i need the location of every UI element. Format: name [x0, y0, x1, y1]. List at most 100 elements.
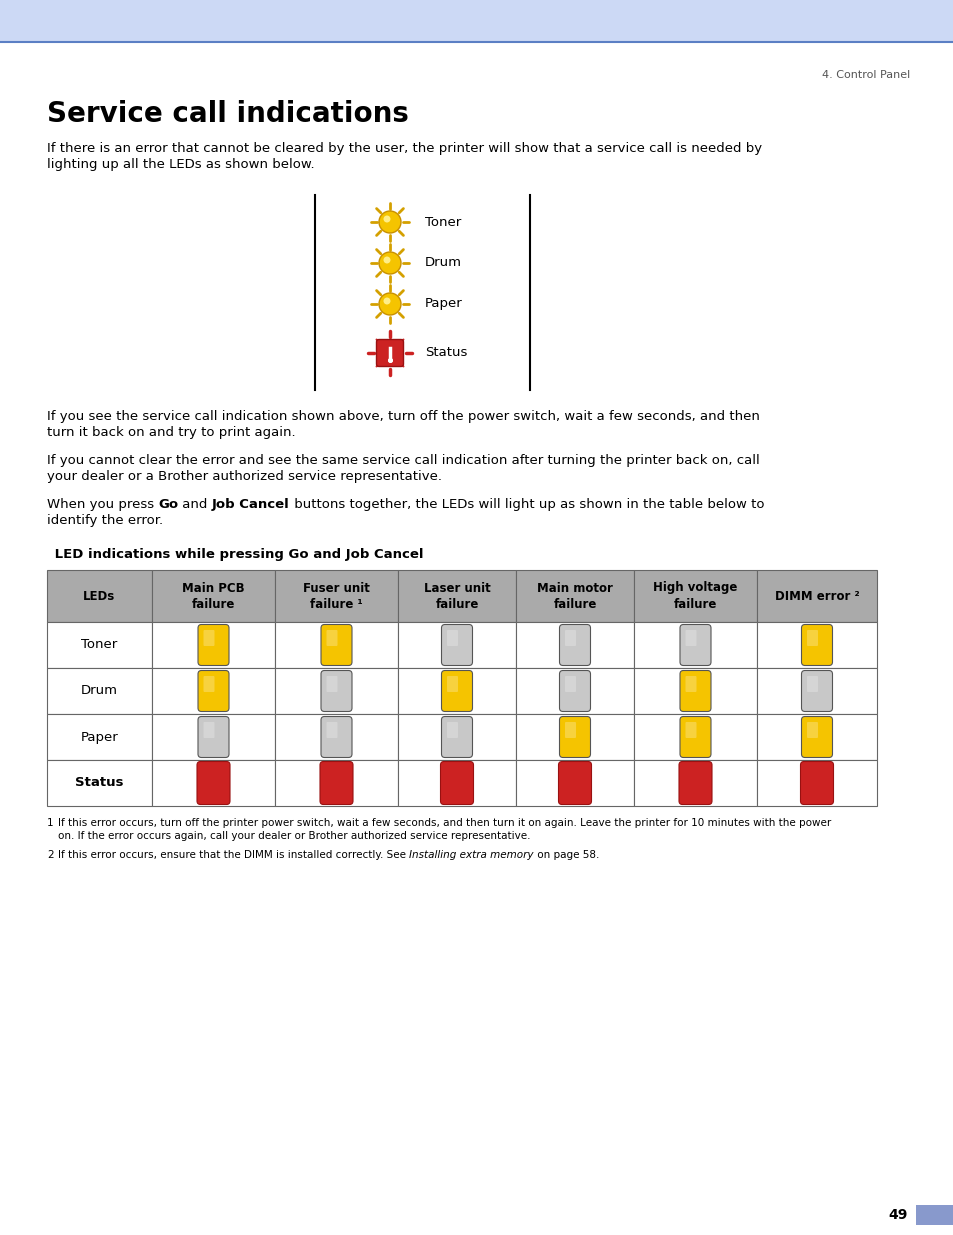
Bar [757, 714, 876, 760]
Text: Laser unit
failure: Laser unit failure [423, 582, 490, 610]
Bar [634, 760, 757, 806]
Text: turn it back on and try to print again.: turn it back on and try to print again. [47, 426, 295, 438]
FancyBboxPatch shape [447, 676, 457, 692]
Text: lighting up all the LEDs as shown below.: lighting up all the LEDs as shown below. [47, 158, 314, 170]
Text: buttons together, the LEDs will light up as shown in the table below to: buttons together, the LEDs will light up… [290, 498, 763, 511]
FancyBboxPatch shape [801, 716, 832, 757]
FancyBboxPatch shape [558, 762, 591, 804]
Text: If this error occurs, ensure that the DIMM is installed correctly. See: If this error occurs, ensure that the DI… [58, 850, 409, 860]
Bar [516, 760, 634, 806]
Text: Status: Status [75, 777, 124, 789]
FancyBboxPatch shape [203, 630, 214, 646]
FancyBboxPatch shape [441, 716, 472, 757]
Text: High voltage
failure: High voltage failure [653, 582, 737, 610]
FancyBboxPatch shape [326, 676, 337, 692]
Text: Drum: Drum [424, 257, 461, 269]
Bar [274, 622, 397, 668]
FancyBboxPatch shape [376, 340, 403, 367]
Circle shape [383, 298, 390, 305]
Text: Status: Status [424, 347, 467, 359]
Bar [47, 760, 152, 806]
Bar [47, 668, 152, 714]
FancyBboxPatch shape [203, 722, 214, 739]
Bar [47, 714, 152, 760]
Bar [397, 714, 516, 760]
FancyBboxPatch shape [801, 625, 832, 666]
FancyBboxPatch shape [679, 762, 711, 804]
Bar [634, 714, 757, 760]
FancyBboxPatch shape [447, 630, 457, 646]
Text: identify the error.: identify the error. [47, 514, 163, 527]
Bar [152, 668, 274, 714]
Bar [47, 622, 152, 668]
Text: 1: 1 [47, 818, 53, 827]
FancyBboxPatch shape [685, 676, 696, 692]
Bar [516, 714, 634, 760]
Bar [152, 622, 274, 668]
FancyBboxPatch shape [806, 676, 817, 692]
Bar [274, 668, 397, 714]
Bar [634, 571, 757, 622]
FancyBboxPatch shape [198, 625, 229, 666]
Text: Go: Go [158, 498, 178, 511]
Bar [274, 571, 397, 622]
Bar [634, 622, 757, 668]
Circle shape [378, 252, 400, 274]
FancyBboxPatch shape [564, 722, 576, 739]
Bar [152, 760, 274, 806]
Text: Paper: Paper [81, 730, 118, 743]
FancyBboxPatch shape [558, 625, 590, 666]
Bar [915, 1205, 953, 1225]
Text: When you press: When you press [47, 498, 158, 511]
FancyBboxPatch shape [198, 671, 229, 711]
Bar [397, 571, 516, 622]
Text: If you cannot clear the error and see the same service call indication after tur: If you cannot clear the error and see th… [47, 454, 759, 467]
FancyBboxPatch shape [320, 716, 352, 757]
FancyBboxPatch shape [319, 762, 353, 804]
Text: If you see the service call indication shown above, turn off the power switch, w: If you see the service call indication s… [47, 410, 760, 424]
Bar [274, 714, 397, 760]
Text: Paper: Paper [424, 298, 462, 310]
Bar [152, 714, 274, 760]
Text: 2: 2 [47, 850, 53, 860]
Text: LED indications while pressing Go and Job Cancel: LED indications while pressing Go and Jo… [50, 548, 423, 561]
FancyBboxPatch shape [198, 716, 229, 757]
Text: Main motor
failure: Main motor failure [537, 582, 612, 610]
Text: DIMM error ²: DIMM error ² [774, 589, 859, 603]
Bar [397, 760, 516, 806]
FancyBboxPatch shape [441, 671, 472, 711]
Text: Installing extra memory: Installing extra memory [409, 850, 533, 860]
FancyBboxPatch shape [801, 671, 832, 711]
FancyBboxPatch shape [196, 762, 230, 804]
Text: and: and [178, 498, 212, 511]
Bar [516, 622, 634, 668]
Text: Toner: Toner [424, 215, 460, 228]
Circle shape [378, 211, 400, 233]
Bar [757, 668, 876, 714]
FancyBboxPatch shape [558, 716, 590, 757]
Circle shape [383, 257, 390, 263]
Text: your dealer or a Brother authorized service representative.: your dealer or a Brother authorized serv… [47, 471, 441, 483]
FancyBboxPatch shape [447, 722, 457, 739]
Text: Toner: Toner [81, 638, 117, 652]
FancyBboxPatch shape [441, 625, 472, 666]
FancyBboxPatch shape [685, 630, 696, 646]
FancyBboxPatch shape [800, 762, 833, 804]
Bar [397, 668, 516, 714]
FancyBboxPatch shape [806, 722, 817, 739]
Text: Job Cancel: Job Cancel [212, 498, 290, 511]
Bar [757, 622, 876, 668]
FancyBboxPatch shape [679, 625, 710, 666]
Bar [757, 571, 876, 622]
Text: Drum: Drum [81, 684, 118, 698]
Bar [274, 760, 397, 806]
Bar [152, 571, 274, 622]
Bar [397, 622, 516, 668]
Circle shape [378, 293, 400, 315]
Bar [0, 0, 953, 42]
Bar [634, 668, 757, 714]
Bar [516, 571, 634, 622]
FancyBboxPatch shape [679, 671, 710, 711]
FancyBboxPatch shape [440, 762, 473, 804]
FancyBboxPatch shape [326, 630, 337, 646]
